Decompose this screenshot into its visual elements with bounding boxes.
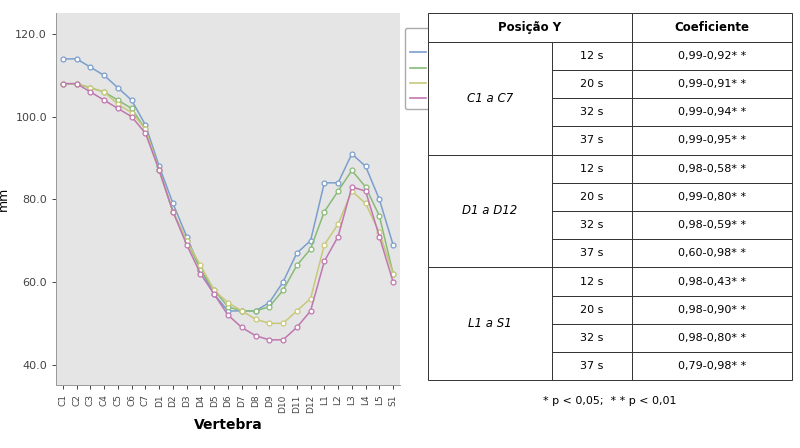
Bar <box>632 42 792 70</box>
Text: 37 s: 37 s <box>580 248 603 258</box>
Bar <box>552 267 632 296</box>
Text: C1 a C7: C1 a C7 <box>466 91 513 104</box>
Bar <box>632 13 792 42</box>
Text: 20 s: 20 s <box>580 305 603 314</box>
Bar <box>552 126 632 155</box>
Bar <box>428 13 632 42</box>
Text: 0,99-0,92* *: 0,99-0,92* * <box>678 51 746 61</box>
Text: 0,99-0,95* *: 0,99-0,95* * <box>678 135 746 146</box>
Text: 0,98-0,59* *: 0,98-0,59* * <box>678 220 746 230</box>
Text: Coeficiente: Coeficiente <box>674 21 750 34</box>
Text: 37 s: 37 s <box>580 361 603 371</box>
Bar <box>552 211 632 239</box>
Bar <box>552 183 632 211</box>
Bar <box>632 267 792 296</box>
Text: 0,99-0,80* *: 0,99-0,80* * <box>678 192 746 202</box>
Bar <box>552 296 632 324</box>
Bar <box>632 98 792 126</box>
Text: 0,79-0,98* *: 0,79-0,98* * <box>678 361 746 371</box>
Bar <box>552 352 632 380</box>
Text: 32 s: 32 s <box>580 220 603 230</box>
Legend: 12 semanas, 20 semanas, 32 semanas, 37 semanas: 12 semanas, 20 semanas, 32 semanas, 37 s… <box>406 28 500 109</box>
Text: 20 s: 20 s <box>580 79 603 89</box>
Bar <box>552 70 632 98</box>
Bar <box>632 183 792 211</box>
Text: Posição Y: Posição Y <box>498 21 562 34</box>
Bar <box>632 155 792 183</box>
Text: 0,98-0,43* *: 0,98-0,43* * <box>678 276 746 287</box>
Text: 12 s: 12 s <box>580 164 603 174</box>
Bar <box>552 324 632 352</box>
Bar <box>632 352 792 380</box>
Text: 0,98-0,80* *: 0,98-0,80* * <box>678 333 746 343</box>
Text: 32 s: 32 s <box>580 107 603 117</box>
X-axis label: Vertebra: Vertebra <box>194 418 262 432</box>
Text: 0,60-0,98* *: 0,60-0,98* * <box>678 248 746 258</box>
Bar <box>552 239 632 267</box>
Bar <box>632 296 792 324</box>
Bar <box>552 155 632 183</box>
Bar <box>632 211 792 239</box>
Text: L1 a S1: L1 a S1 <box>468 317 512 330</box>
Bar <box>552 42 632 70</box>
Text: * p < 0,05;  * * p < 0,01: * p < 0,05; * * p < 0,01 <box>543 396 677 406</box>
Text: 12 s: 12 s <box>580 276 603 287</box>
Bar <box>428 42 552 155</box>
Text: 0,98-0,58* *: 0,98-0,58* * <box>678 164 746 174</box>
Bar <box>632 239 792 267</box>
Text: 20 s: 20 s <box>580 192 603 202</box>
Bar <box>632 126 792 155</box>
Bar <box>552 98 632 126</box>
Bar <box>632 70 792 98</box>
Bar <box>428 155 552 267</box>
Bar <box>632 324 792 352</box>
Text: 37 s: 37 s <box>580 135 603 146</box>
Y-axis label: mm: mm <box>0 187 10 211</box>
Text: 0,99-0,94* *: 0,99-0,94* * <box>678 107 746 117</box>
Text: 12 s: 12 s <box>580 51 603 61</box>
Bar <box>428 267 552 380</box>
Text: D1 a D12: D1 a D12 <box>462 204 518 217</box>
Text: 0,99-0,91* *: 0,99-0,91* * <box>678 79 746 89</box>
Text: 0,98-0,90* *: 0,98-0,90* * <box>678 305 746 314</box>
Text: 32 s: 32 s <box>580 333 603 343</box>
